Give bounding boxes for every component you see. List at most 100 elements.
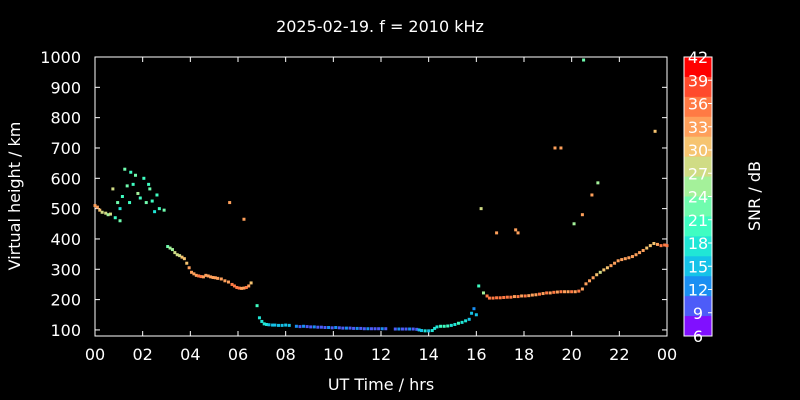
data-point <box>237 286 241 290</box>
y-axis-tick-labels: 100 200 300 400 500 600 700 800 900 1000 <box>40 48 81 340</box>
data-point <box>653 129 657 133</box>
data-point <box>106 213 110 217</box>
x-axis-tick-labels: 00 02 04 06 08 10 12 14 16 18 20 22 00 <box>85 345 677 364</box>
colorbar-tick-label: 27 <box>688 164 708 183</box>
data-point <box>108 212 112 216</box>
data-point <box>309 325 313 329</box>
data-point <box>442 324 446 328</box>
data-point <box>502 295 506 299</box>
data-point <box>235 285 239 289</box>
data-point <box>541 292 545 296</box>
data-point <box>553 146 557 150</box>
data-point <box>417 328 421 332</box>
data-point <box>185 261 189 265</box>
data-point <box>453 322 457 326</box>
data-point <box>591 276 595 280</box>
data-point <box>530 293 534 297</box>
y-tick-label: 300 <box>50 260 81 279</box>
data-point <box>433 326 437 330</box>
data-point <box>100 210 104 214</box>
data-point <box>116 201 120 205</box>
data-point <box>446 324 450 328</box>
y-tick-label: 600 <box>50 169 81 188</box>
data-point <box>129 170 133 174</box>
data-point <box>373 327 377 331</box>
x-axis-title: UT Time / hrs <box>328 375 434 394</box>
y-tick-label: 900 <box>50 78 81 97</box>
data-point <box>555 290 559 294</box>
y-axis-title: Virtual height / km <box>5 122 24 271</box>
data-point <box>487 296 491 300</box>
data-point <box>113 216 117 220</box>
data-point <box>427 329 431 333</box>
data-point <box>516 295 520 299</box>
data-point <box>369 327 373 331</box>
data-point <box>162 208 166 212</box>
data-point <box>605 266 609 270</box>
data-point <box>271 323 275 327</box>
data-point <box>277 323 281 327</box>
data-point <box>397 327 401 331</box>
data-point <box>623 257 627 261</box>
data-point <box>655 242 659 246</box>
x-tick-label: 22 <box>609 345 629 364</box>
data-point <box>514 228 518 232</box>
data-point <box>584 282 588 286</box>
data-point <box>242 286 246 290</box>
colorbar-swatch <box>684 76 712 98</box>
data-point <box>319 325 323 329</box>
colorbar-swatch <box>684 236 712 257</box>
colorbar-title: SNR / dB <box>745 161 764 231</box>
y-tick-label: 500 <box>50 200 81 219</box>
data-point <box>512 295 516 299</box>
data-point <box>190 270 194 274</box>
data-point <box>659 244 663 248</box>
data-point <box>415 327 419 331</box>
data-point <box>206 274 210 278</box>
data-point <box>456 321 460 325</box>
data-point <box>262 322 266 326</box>
data-point <box>153 210 157 214</box>
data-point <box>175 253 179 257</box>
data-point <box>144 201 148 205</box>
data-point <box>516 231 520 235</box>
data-point <box>166 245 170 249</box>
data-point <box>366 327 370 331</box>
colorbar-tick-label: 9 <box>693 304 703 323</box>
data-point <box>580 287 584 291</box>
data-point <box>244 285 248 289</box>
colorbar-tick-label: 15 <box>688 257 708 276</box>
data-point <box>173 251 177 255</box>
data-point <box>157 207 161 211</box>
data-point <box>609 264 613 268</box>
data-point <box>257 316 261 320</box>
colorbar-tick-label: 36 <box>688 95 708 114</box>
data-point <box>213 276 217 280</box>
y-tick-label: 400 <box>50 230 81 249</box>
colorbar-tick-label: 42 <box>688 48 708 67</box>
data-point <box>131 182 135 186</box>
data-point <box>467 317 471 321</box>
data-point <box>150 199 154 203</box>
data-point <box>334 326 338 330</box>
data-point <box>552 290 556 294</box>
data-point <box>355 326 359 330</box>
data-point <box>590 193 594 197</box>
data-point <box>616 259 620 263</box>
y-tick-label: 1000 <box>40 48 81 67</box>
data-point <box>566 290 570 294</box>
data-point <box>232 284 236 288</box>
data-point <box>572 222 576 226</box>
data-point <box>498 296 502 300</box>
data-point <box>134 173 138 177</box>
colorbar-swatch <box>684 156 712 178</box>
data-point <box>316 325 320 329</box>
data-point <box>559 290 563 294</box>
colorbar-tick-label: 30 <box>688 141 708 160</box>
data-point <box>148 187 152 191</box>
data-point <box>470 311 474 315</box>
data-point <box>548 291 552 295</box>
data-point <box>223 279 227 283</box>
data-point <box>136 191 140 195</box>
x-tick-label: 18 <box>514 345 534 364</box>
